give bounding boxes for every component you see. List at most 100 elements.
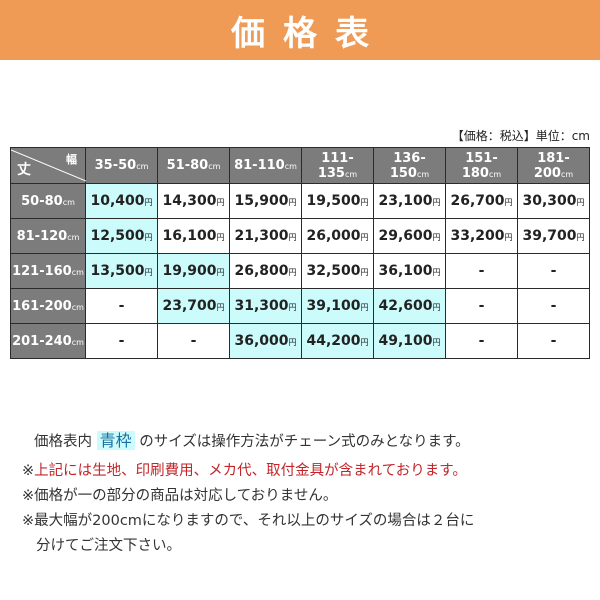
note-max-width-cont: 分けてご注文下さい。: [36, 538, 181, 554]
note-unavailable: ※価格が一の部分の商品は対応しておりません。: [22, 488, 338, 504]
column-header: 151-180cm: [445, 147, 518, 184]
row-axis-label: 丈: [17, 162, 31, 178]
currency-label: 円: [360, 268, 369, 277]
price-value: 13,500: [90, 263, 145, 279]
price-value: 42,600: [378, 298, 433, 314]
price-cell: 13,500円: [85, 253, 158, 289]
price-cell: 26,800円: [229, 253, 302, 289]
price-cell: 33,200円: [445, 218, 518, 254]
currency-label: 円: [288, 303, 297, 312]
row-header: 201-240cm: [10, 323, 86, 359]
price-value: 10,400: [90, 193, 145, 209]
price-value: 26,800: [234, 263, 289, 279]
column-range: 81-110: [234, 158, 285, 173]
price-value: -: [478, 263, 485, 279]
price-value: -: [118, 333, 125, 349]
column-header: 136-150cm: [373, 147, 446, 184]
currency-label: 円: [360, 303, 369, 312]
price-cell: 15,900円: [229, 183, 302, 219]
unit-label: cm: [71, 337, 84, 347]
currency-label: 円: [288, 198, 297, 207]
price-cell: 21,300円: [229, 218, 302, 254]
currency-label: 円: [360, 233, 369, 242]
price-value: 15,900: [234, 193, 289, 209]
price-value: 16,100: [162, 228, 217, 244]
blue-frame-highlight: 青枠: [96, 431, 135, 450]
currency-label: 円: [504, 233, 513, 242]
price-value: 23,100: [378, 193, 433, 209]
price-value: 44,200: [306, 333, 361, 349]
note-included: ※上記には生地、印刷費用、メカ代、取付金具が含まれております。: [22, 463, 467, 479]
row-header: 161-200cm: [10, 288, 86, 324]
column-header: 81-110cm: [229, 147, 302, 184]
currency-label: 円: [504, 198, 513, 207]
currency-label: 円: [432, 338, 441, 347]
price-cell: 31,300円: [229, 288, 302, 324]
column-range: 51-80: [166, 158, 209, 173]
price-cell: 44,200円: [301, 323, 374, 359]
price-value: 49,100: [378, 333, 433, 349]
price-cell: 39,100円: [301, 288, 374, 324]
column-range: 111-135: [317, 150, 354, 181]
price-value: 29,600: [378, 228, 433, 244]
unit-label: cm: [136, 162, 149, 171]
note-chain: 価格表内 青枠 のサイズは操作方法がチェーン式のみとなります。: [34, 431, 470, 450]
currency-label: 円: [432, 268, 441, 277]
currency-label: 円: [432, 303, 441, 312]
price-cell: 14,300円: [157, 183, 230, 219]
price-value: 12,500: [90, 228, 145, 244]
unit-label: cm: [344, 169, 358, 179]
unit-label: cm: [208, 162, 221, 171]
price-value: 26,700: [450, 193, 505, 209]
price-value: 23,700: [162, 298, 217, 314]
unit-label: cm: [488, 169, 502, 179]
price-value: -: [550, 263, 557, 279]
notes: 価格表内 青枠 のサイズは操作方法がチェーン式のみとなります。 ※上記には生地、…: [22, 428, 474, 559]
column-range: 181-200: [533, 150, 570, 181]
row-header: 81-120cm: [10, 218, 86, 254]
row-range: 50-80: [21, 193, 63, 209]
title-banner: 価格表: [0, 0, 600, 60]
page-title: 価格表: [231, 13, 387, 54]
price-cell: -: [517, 323, 590, 359]
table-row: 161-200cm -23,700円 31,300円 39,100円 42,600円 - -: [10, 288, 590, 324]
price-value: -: [550, 298, 557, 314]
price-value: -: [118, 298, 125, 314]
column-header: 111-135cm: [301, 147, 374, 184]
price-cell: -: [445, 323, 518, 359]
currency-label: 円: [576, 198, 585, 207]
table-row: 201-240cm - -36,000円 44,200円 49,100円 - -: [10, 323, 590, 359]
price-cell: 49,100円: [373, 323, 446, 359]
column-header: 51-80cm: [157, 147, 230, 184]
row-range: 81-120: [16, 228, 68, 244]
unit-label: cm: [284, 162, 297, 171]
price-cell: 36,100円: [373, 253, 446, 289]
price-cell: 19,500円: [301, 183, 374, 219]
unit-label: cm: [67, 232, 80, 242]
price-value: 33,200: [450, 228, 505, 244]
price-cell: -: [517, 253, 590, 289]
price-cell: 12,500円: [85, 218, 158, 254]
currency-label: 円: [432, 233, 441, 242]
row-range: 201-240: [12, 333, 72, 349]
col-axis-label: 幅: [66, 153, 77, 166]
price-value: 39,100: [306, 298, 361, 314]
price-value: 36,100: [378, 263, 433, 279]
currency-label: 円: [216, 233, 225, 242]
price-value: 36,000: [234, 333, 289, 349]
price-value: 19,500: [306, 193, 361, 209]
currency-label: 円: [360, 198, 369, 207]
price-cell: -: [517, 288, 590, 324]
price-cell: 23,700円: [157, 288, 230, 324]
price-cell: 19,900円: [157, 253, 230, 289]
currency-label: 円: [432, 198, 441, 207]
price-cell: -: [445, 253, 518, 289]
column-range: 151-180: [461, 150, 498, 181]
price-cell: 42,600円: [373, 288, 446, 324]
price-cell: 32,500円: [301, 253, 374, 289]
unit-label: cm: [71, 302, 84, 312]
currency-label: 円: [288, 268, 297, 277]
unit-label: cm: [71, 267, 84, 277]
table-row: 121-160cm 13,500円 19,900円 26,800円 32,500円 36,…: [10, 253, 590, 289]
row-header: 121-160cm: [10, 253, 86, 289]
